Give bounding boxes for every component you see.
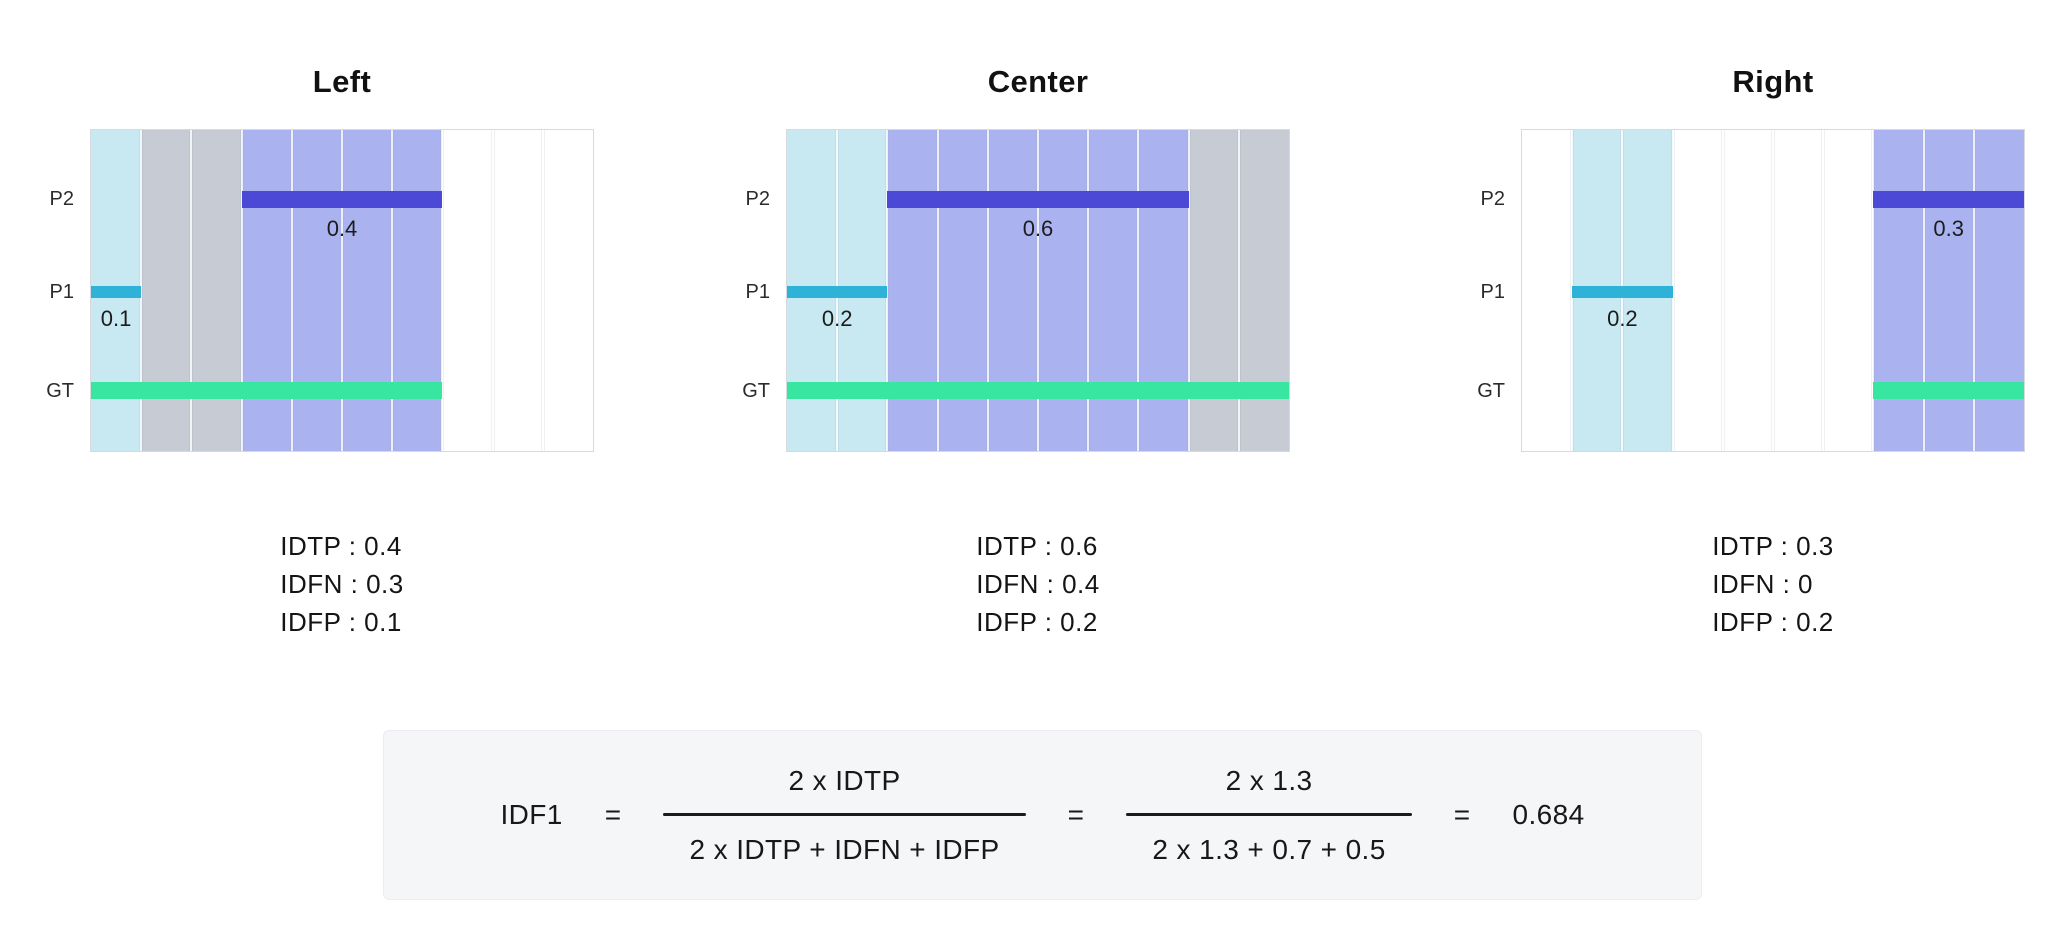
equals-icon: = [1453,799,1471,830]
bar-value-p2: 0.4 [326,216,358,242]
timeline-chart: 0.3 0.2 [1521,129,2025,452]
metric-idfn: IDFN : 0.3 [280,569,404,599]
gridline [936,130,939,451]
metric-idfp: IDFP : 0.2 [976,607,1098,637]
row-labels: P2 P1 GT [1461,129,1505,452]
gridline [1237,130,1240,451]
gridline [190,130,193,451]
panel-title: Left [312,64,372,99]
metrics-block: IDTP : 0.4 IDFN : 0.3 IDFP : 0.1 [90,527,594,641]
metric-idtp: IDTP : 0.6 [976,531,1098,561]
row-labels: P2 P1 GT [726,129,770,452]
row-labels: P2 P1 GT [30,129,74,452]
bar-value-p2: 0.6 [1022,216,1054,242]
formula-lhs: IDF1 [500,799,563,830]
gridline [441,130,444,451]
panel-right: Right P2 P1 GT 0.3 0.2 IDTP : 0.3 IDFN : 0 … [1461,0,2025,700]
gridline [886,130,889,451]
bar-gt [1873,381,2024,399]
timeline-chart: 0.4 0.1 [90,129,594,452]
fraction-numerator: 2 x IDTP [788,764,901,796]
formula-result: 0.684 [1512,799,1585,830]
timeline-chart: 0.6 0.2 [786,129,1290,452]
gridline [986,130,989,451]
fraction-denominator: 2 x IDTP + IDFN + IDFP [689,833,1000,865]
fraction-bar [663,812,1026,816]
metric-idfp: IDFP : 0.1 [280,607,402,637]
bar-p1 [787,286,888,299]
gridline [1772,130,1774,451]
equals-icon: = [604,799,622,830]
metrics-lines: IDTP : 0.6 IDFN : 0.4 IDFP : 0.2 [976,527,1099,641]
metric-idtp: IDTP : 0.3 [1712,531,1834,561]
panel-left: Left P2 P1 GT 0.4 0.1 IDTP : 0.4 IDFN : 0.3… [30,0,594,700]
formula-box: IDF1 = 2 x IDTP 2 x IDTP + IDFN + IDFP =… [383,730,1702,900]
gridline [1137,130,1140,451]
metric-idfp: IDFP : 0.2 [1712,607,1834,637]
gridline [240,130,243,451]
bar-gt [787,381,1289,399]
bar-p1 [1572,286,1673,299]
metric-idfn: IDFN : 0.4 [976,569,1100,599]
row-label-p1: P1 [745,281,770,304]
region-band [442,130,593,451]
region-band [1522,130,1573,451]
fraction-bar [1126,812,1412,816]
bar-gt [91,381,443,399]
bar-p2 [887,191,1189,209]
fraction-denominator: 2 x 1.3 + 0.7 + 0.5 [1152,833,1386,865]
bar-p2 [241,191,443,209]
row-label-gt: GT [46,379,74,402]
gridline [1037,130,1039,451]
gridline [1922,130,1925,451]
region-band [1873,130,2024,451]
fraction-numerator: 2 x 1.3 [1225,764,1313,796]
gridline [140,130,143,451]
gridline [1822,130,1825,451]
metric-idfn: IDFN : 0 [1712,569,1813,599]
row-label-p1: P1 [1480,281,1505,304]
panel-title: Center [987,64,1089,99]
gridline [1721,130,1724,451]
gridline [1187,130,1190,451]
metrics-lines: IDTP : 0.4 IDFN : 0.3 IDFP : 0.1 [280,527,403,641]
fraction-numeric: 2 x 1.3 2 x 1.3 + 0.7 + 0.5 [1126,764,1412,866]
gridline [1872,130,1875,451]
equals-icon: = [1067,799,1085,830]
bar-value-p2: 0.3 [1933,216,1964,242]
bar-value-p1: 0.1 [100,306,132,332]
metrics-lines: IDTP : 0.3 IDFN : 0 IDFP : 0.2 [1712,527,1834,641]
row-label-gt: GT [742,379,770,402]
row-label-p1: P1 [49,281,74,304]
panel-center: Center P2 P1 GT 0.6 0.2 IDTP : 0.6 IDFN : 0… [726,0,1290,700]
gridline [541,130,544,451]
row-label-p2: P2 [49,188,74,211]
row-label-p2: P2 [745,188,770,211]
panel-title: Right [1732,64,1814,99]
bar-value-p1: 0.2 [821,306,853,332]
gridline [1087,130,1090,451]
gridline [1671,130,1674,451]
bar-value-p1: 0.2 [1607,306,1638,332]
gridline [341,130,343,451]
bar-p2 [1873,191,2024,209]
row-label-gt: GT [1477,379,1505,402]
metrics-block: IDTP : 0.6 IDFN : 0.4 IDFP : 0.2 [786,527,1290,641]
gridline [391,130,394,451]
metric-idtp: IDTP : 0.4 [280,531,402,561]
bar-p1 [91,286,142,299]
gridline [290,130,293,451]
gridline [491,130,494,451]
metrics-block: IDTP : 0.3 IDFN : 0 IDFP : 0.2 [1521,527,2025,641]
gridline [1972,130,1975,451]
fraction-symbolic: 2 x IDTP 2 x IDTP + IDFN + IDFP [663,764,1026,866]
row-label-p2: P2 [1480,188,1505,211]
